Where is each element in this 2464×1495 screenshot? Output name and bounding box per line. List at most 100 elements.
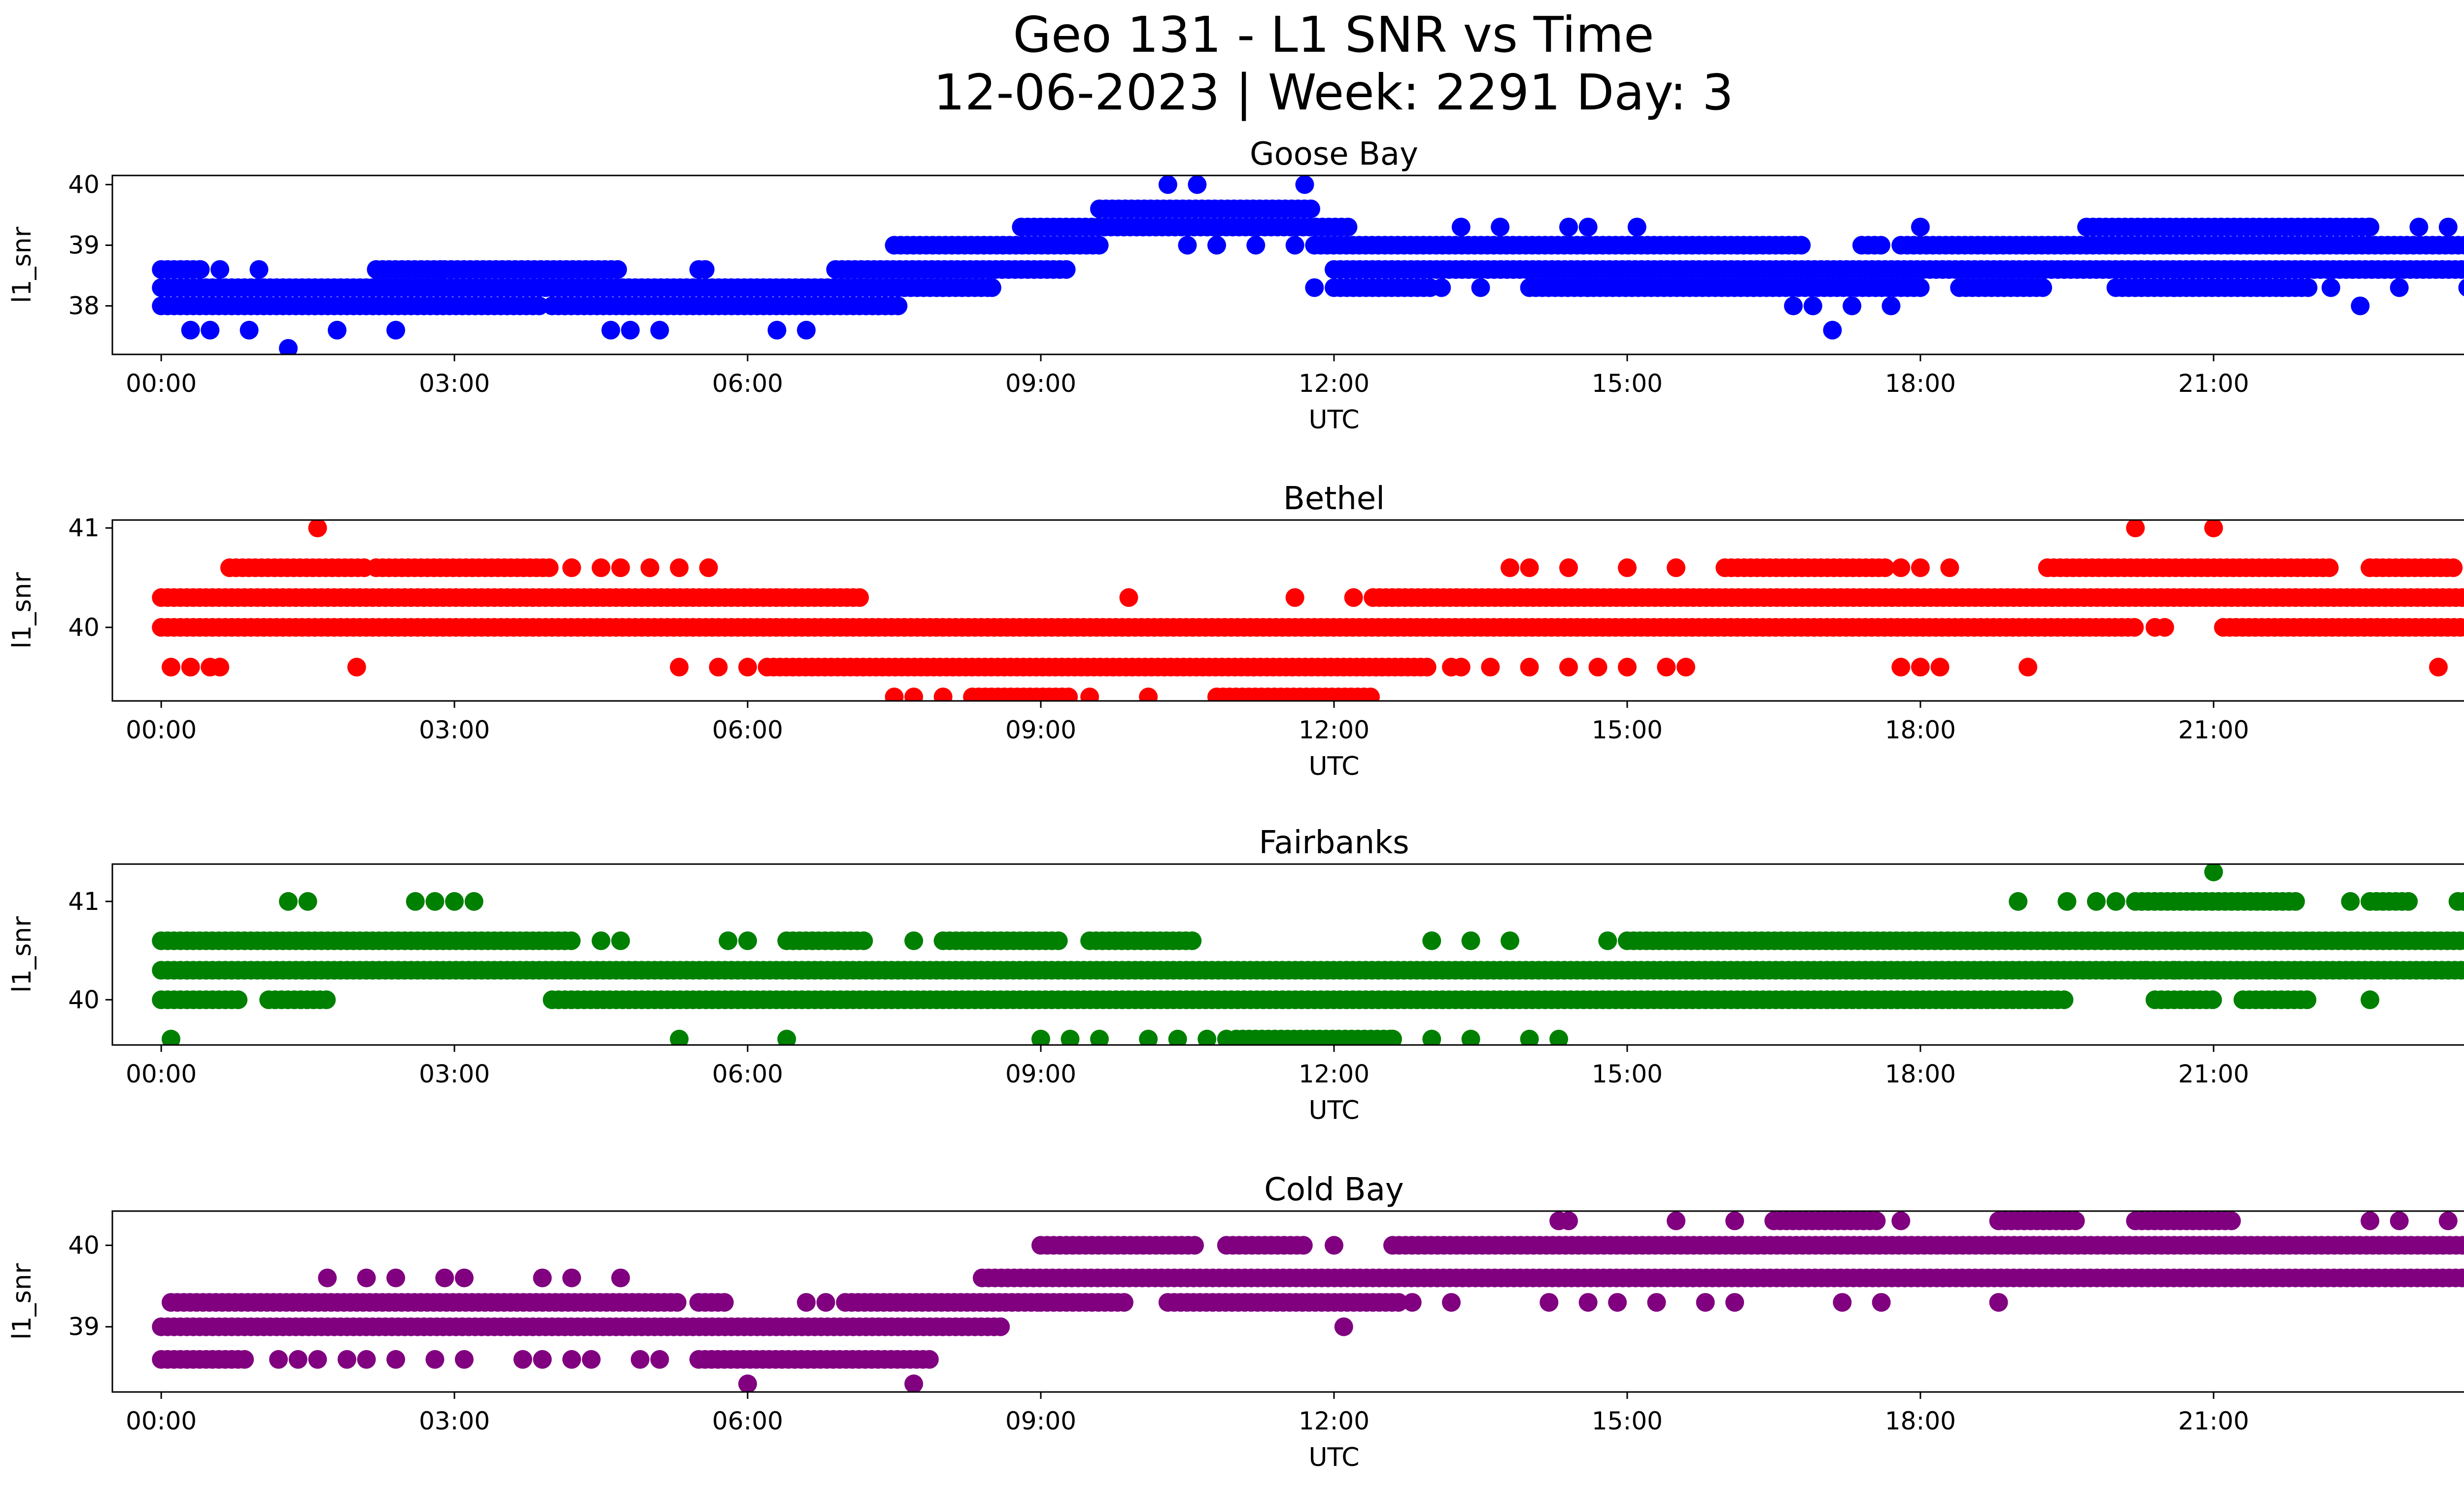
data-point [1049, 931, 1068, 950]
x-tick-label: 06:00 [712, 369, 783, 398]
data-point [1422, 931, 1441, 950]
data-point [709, 658, 728, 677]
data-point [670, 658, 689, 677]
y-tick-label: 40 [68, 985, 100, 1014]
subplot-title: Goose Bay [1250, 136, 1418, 173]
data-point [1461, 1030, 1480, 1045]
x-tick-label: 12:00 [1299, 1407, 1369, 1435]
data-point [1471, 278, 1490, 297]
data-point [1061, 1030, 1080, 1045]
data-point [2321, 278, 2340, 297]
data-point [1608, 1293, 1627, 1312]
x-axis-label: UTC [1308, 405, 1359, 435]
data-point [2222, 1211, 2241, 1230]
data-point [738, 658, 757, 677]
data-point [904, 931, 924, 950]
data-point [1578, 217, 1598, 237]
data-point [2460, 1237, 2464, 1253]
x-tick-label: 15:00 [1592, 369, 1663, 398]
data-point [210, 658, 230, 677]
x-tick-label: 21:00 [2178, 369, 2249, 398]
x-tick-label: 21:00 [2178, 1060, 2249, 1088]
data-point [1598, 931, 1617, 950]
data-point [1588, 658, 1608, 677]
scatter-series [152, 520, 2464, 701]
data-point [2459, 1269, 2464, 1286]
data-point [1403, 1293, 1422, 1312]
data-point [1989, 1293, 2008, 1312]
data-point [2399, 892, 2418, 911]
y-tick-label: 38 [68, 292, 100, 320]
data-point [1057, 260, 1076, 279]
x-tick-label: 15:00 [1592, 1407, 1663, 1435]
scatter-series [152, 175, 2464, 354]
x-tick-label: 00:00 [126, 369, 197, 398]
data-point [1246, 236, 1266, 255]
data-point [1183, 931, 1202, 950]
data-point [611, 931, 630, 950]
data-point [1540, 1293, 1559, 1312]
data-point [904, 1374, 924, 1392]
data-point [2361, 217, 2380, 237]
data-point [1442, 1293, 1461, 1312]
subplot-title: Cold Bay [1264, 1172, 1404, 1208]
data-point [386, 320, 406, 340]
data-point [2455, 892, 2464, 911]
data-point [738, 931, 757, 950]
data-point [1185, 1236, 1204, 1255]
data-point [1725, 1211, 1745, 1230]
data-point [715, 1293, 734, 1312]
data-point [601, 320, 620, 340]
data-point [562, 1350, 582, 1369]
data-point [1867, 1211, 1886, 1230]
data-point [1461, 931, 1480, 950]
data-point [1198, 1030, 1217, 1045]
x-axis-label: UTC [1308, 752, 1359, 781]
data-point [425, 892, 445, 911]
data-point [2438, 1211, 2458, 1230]
data-point [1031, 1030, 1050, 1045]
data-point [464, 892, 483, 911]
data-point [2438, 217, 2458, 237]
x-tick-label: 09:00 [1005, 1407, 1076, 1435]
data-point [347, 658, 366, 677]
data-point [171, 260, 190, 279]
data-point [1876, 558, 1895, 577]
data-point [229, 990, 248, 1009]
data-point [2341, 892, 2360, 911]
y-tick-label: 39 [68, 231, 100, 260]
data-point [2457, 932, 2464, 950]
data-point [1501, 558, 1519, 577]
data-point [640, 558, 659, 577]
data-point [1618, 558, 1637, 577]
data-point [1559, 558, 1578, 577]
y-tick-label: 40 [68, 613, 100, 642]
data-point [2458, 279, 2464, 297]
data-point [2066, 1211, 2085, 1230]
data-point [2272, 278, 2292, 297]
x-tick-label: 03:00 [419, 1060, 490, 1088]
data-point [1559, 217, 1578, 237]
data-point [904, 687, 924, 701]
y-tick-label: 40 [68, 1231, 100, 1259]
data-point [562, 558, 582, 577]
subplot-title: Fairbanks [1259, 825, 1409, 861]
x-tick-label: 06:00 [712, 1407, 783, 1435]
data-point [1139, 687, 1158, 701]
data-point [191, 260, 210, 279]
data-point [816, 1293, 835, 1312]
data-point [777, 1030, 796, 1045]
data-point [2361, 1211, 2380, 1230]
data-point [889, 296, 908, 315]
x-tick-label: 03:00 [419, 716, 490, 744]
data-point [2145, 618, 2164, 637]
data-point [2054, 990, 2074, 1009]
data-point [1667, 1211, 1686, 1230]
data-point [2429, 658, 2448, 677]
data-point [797, 320, 816, 340]
subplot-title: Bethel [1283, 481, 1385, 517]
data-point [162, 1030, 180, 1045]
data-point [562, 1268, 582, 1287]
data-point [611, 1268, 630, 1287]
data-point [318, 1268, 337, 1287]
